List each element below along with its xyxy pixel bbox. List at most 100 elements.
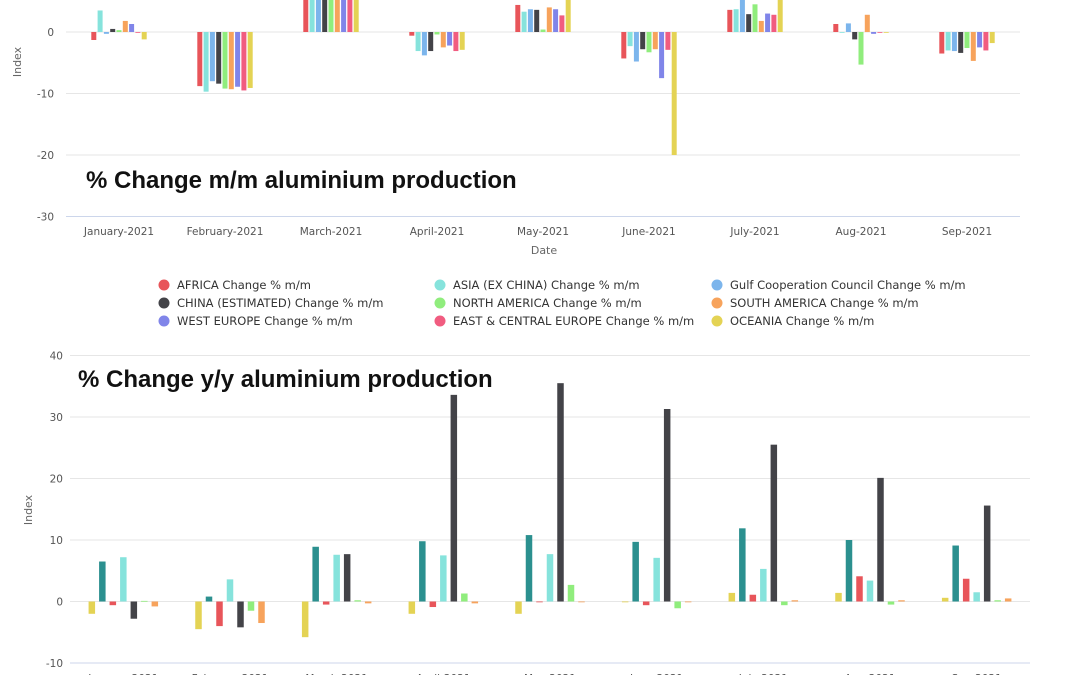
bar-aug-2021-west-europe-change-m-m[interactable] <box>871 32 877 34</box>
bar-june-2021-series-3[interactable] <box>653 557 660 602</box>
bar-may-2021-series-3[interactable] <box>546 554 554 602</box>
bar-sep-2021-series-3[interactable] <box>973 592 980 602</box>
bar-aug-2021-series-6[interactable] <box>898 600 905 602</box>
legend-item-east-central-europe-change-m-m[interactable]: EAST & CENTRAL EUROPE Change % m/m <box>434 314 695 328</box>
bar-march-2021-series-4[interactable] <box>343 554 351 602</box>
bar-january-2021-north-america-change-m-m[interactable] <box>116 30 122 32</box>
bar-may-2021-series-1[interactable] <box>525 535 533 602</box>
bar-april-2021-africa-change-m-m[interactable] <box>409 32 415 36</box>
bar-may-2021-series-4[interactable] <box>557 383 564 602</box>
bar-april-2021-north-america-change-m-m[interactable] <box>434 32 440 35</box>
bar-april-2021-oceania-change-m-m[interactable] <box>459 32 465 50</box>
bar-may-2021-asia-ex-china-change-m-m[interactable] <box>521 11 527 32</box>
bar-june-2021-series-0[interactable] <box>621 601 629 603</box>
bar-july-2021-china-estimated-change-m-m[interactable] <box>746 14 752 32</box>
bar-april-2021-series-2[interactable] <box>429 601 437 608</box>
bar-aug-2021-north-america-change-m-m[interactable] <box>858 32 864 65</box>
bar-february-2021-series-1[interactable] <box>205 596 213 602</box>
bar-february-2021-series-4[interactable] <box>237 601 244 628</box>
bar-sep-2021-west-europe-change-m-m[interactable] <box>977 32 983 48</box>
bar-sep-2021-series-0[interactable] <box>941 597 949 602</box>
bar-july-2021-south-america-change-m-m[interactable] <box>758 20 764 32</box>
bar-sep-2021-series-2[interactable] <box>962 578 970 602</box>
bar-march-2021-south-america-change-m-m[interactable] <box>334 0 340 33</box>
bar-april-2021-east-central-europe-change-m-m[interactable] <box>453 32 459 52</box>
bar-july-2021-series-3[interactable] <box>760 568 767 602</box>
bar-june-2021-south-america-change-m-m[interactable] <box>652 32 658 50</box>
bar-may-2021-east-central-europe-change-m-m[interactable] <box>559 15 565 33</box>
bar-may-2021-series-5[interactable] <box>567 584 575 602</box>
bar-june-2021-africa-change-m-m[interactable] <box>621 32 627 59</box>
bar-april-2021-series-4[interactable] <box>450 394 458 602</box>
bar-june-2021-north-america-change-m-m[interactable] <box>646 32 652 53</box>
bar-april-2021-china-estimated-change-m-m[interactable] <box>428 32 434 52</box>
legend-item-north-america-change-m-m[interactable]: NORTH AMERICA Change % m/m <box>434 296 642 310</box>
bar-january-2021-africa-change-m-m[interactable] <box>91 32 97 40</box>
bar-sep-2021-oceania-change-m-m[interactable] <box>989 32 995 44</box>
bar-sep-2021-east-central-europe-change-m-m[interactable] <box>983 32 989 51</box>
bar-may-2021-gulf-cooperation-council-change-m-m[interactable] <box>527 9 533 32</box>
bar-june-2021-series-6[interactable] <box>684 601 692 603</box>
bar-april-2021-series-6[interactable] <box>471 601 479 604</box>
bar-sep-2021-south-america-change-m-m[interactable] <box>970 32 976 61</box>
legend-item-west-europe-change-m-m[interactable]: WEST EUROPE Change % m/m <box>158 314 353 328</box>
bar-march-2021-west-europe-change-m-m[interactable] <box>341 0 347 33</box>
bar-february-2021-china-estimated-change-m-m[interactable] <box>216 32 222 84</box>
bar-may-2021-africa-change-m-m[interactable] <box>515 4 521 32</box>
bar-january-2021-south-america-change-m-m[interactable] <box>122 20 128 32</box>
legend-item-oceania-change-m-m[interactable]: OCEANIA Change % m/m <box>711 314 875 328</box>
bar-february-2021-west-europe-change-m-m[interactable] <box>235 32 241 87</box>
bar-march-2021-series-2[interactable] <box>322 601 330 605</box>
bar-sep-2021-china-estimated-change-m-m[interactable] <box>958 32 964 53</box>
bar-april-2021-series-1[interactable] <box>419 541 426 602</box>
bar-aug-2021-series-5[interactable] <box>887 601 895 605</box>
bar-february-2021-series-6[interactable] <box>258 601 265 624</box>
bar-june-2021-china-estimated-change-m-m[interactable] <box>640 32 646 50</box>
bar-aug-2021-africa-change-m-m[interactable] <box>833 24 839 32</box>
bar-march-2021-oceania-change-m-m[interactable] <box>353 0 359 33</box>
bar-sep-2021-africa-change-m-m[interactable] <box>939 32 945 54</box>
bar-july-2021-series-0[interactable] <box>728 592 736 602</box>
bar-may-2021-china-estimated-change-m-m[interactable] <box>534 9 540 32</box>
bar-january-2021-series-6[interactable] <box>151 601 159 607</box>
bar-june-2021-series-5[interactable] <box>674 601 681 609</box>
bar-april-2021-asia-ex-china-change-m-m[interactable] <box>415 32 421 52</box>
bar-aug-2021-series-1[interactable] <box>845 540 853 602</box>
bar-july-2021-series-4[interactable] <box>770 444 778 602</box>
bar-january-2021-series-5[interactable] <box>141 600 148 602</box>
bar-april-2021-south-america-change-m-m[interactable] <box>440 32 446 48</box>
bar-aug-2021-series-2[interactable] <box>856 576 863 602</box>
legend-item-asia-ex-china-change-m-m[interactable]: ASIA (EX CHINA) Change % m/m <box>434 278 640 292</box>
bar-july-2021-west-europe-change-m-m[interactable] <box>765 13 771 33</box>
bar-july-2021-series-6[interactable] <box>791 600 799 602</box>
bar-march-2021-gulf-cooperation-council-change-m-m[interactable] <box>315 0 321 33</box>
bar-february-2021-series-0[interactable] <box>195 601 202 630</box>
bar-july-2021-series-5[interactable] <box>781 601 788 606</box>
bar-july-2021-africa-change-m-m[interactable] <box>727 9 733 32</box>
bar-aug-2021-series-0[interactable] <box>835 592 842 602</box>
bar-june-2021-west-europe-change-m-m[interactable] <box>659 32 665 79</box>
bar-february-2021-series-2[interactable] <box>216 601 223 627</box>
bar-june-2021-gulf-cooperation-council-change-m-m[interactable] <box>633 32 639 62</box>
bar-january-2021-series-1[interactable] <box>99 561 106 602</box>
bar-february-2021-gulf-cooperation-council-change-m-m[interactable] <box>209 32 215 82</box>
bar-march-2021-north-america-change-m-m[interactable] <box>328 0 334 33</box>
bar-march-2021-series-6[interactable] <box>364 601 372 604</box>
bar-sep-2021-asia-ex-china-change-m-m[interactable] <box>945 32 951 51</box>
bar-february-2021-oceania-change-m-m[interactable] <box>247 32 253 88</box>
bar-may-2021-west-europe-change-m-m[interactable] <box>553 9 559 32</box>
bar-may-2021-oceania-change-m-m[interactable] <box>565 0 571 33</box>
bar-march-2021-series-5[interactable] <box>354 600 361 602</box>
bar-may-2021-north-america-change-m-m[interactable] <box>540 29 546 32</box>
bar-may-2021-series-0[interactable] <box>515 601 522 614</box>
bar-june-2021-east-central-europe-change-m-m[interactable] <box>665 32 671 50</box>
bar-july-2021-north-america-change-m-m[interactable] <box>752 4 758 33</box>
bar-june-2021-series-2[interactable] <box>642 601 650 606</box>
bar-january-2021-asia-ex-china-change-m-m[interactable] <box>97 10 103 32</box>
bar-january-2021-west-europe-change-m-m[interactable] <box>129 24 135 32</box>
bar-april-2021-gulf-cooperation-council-change-m-m[interactable] <box>421 32 427 56</box>
legend-item-china-estimated-change-m-m[interactable]: CHINA (ESTIMATED) Change % m/m <box>158 296 384 310</box>
bar-june-2021-series-4[interactable] <box>663 409 671 602</box>
bar-may-2021-south-america-change-m-m[interactable] <box>546 7 552 33</box>
bar-june-2021-asia-ex-china-change-m-m[interactable] <box>627 32 633 47</box>
